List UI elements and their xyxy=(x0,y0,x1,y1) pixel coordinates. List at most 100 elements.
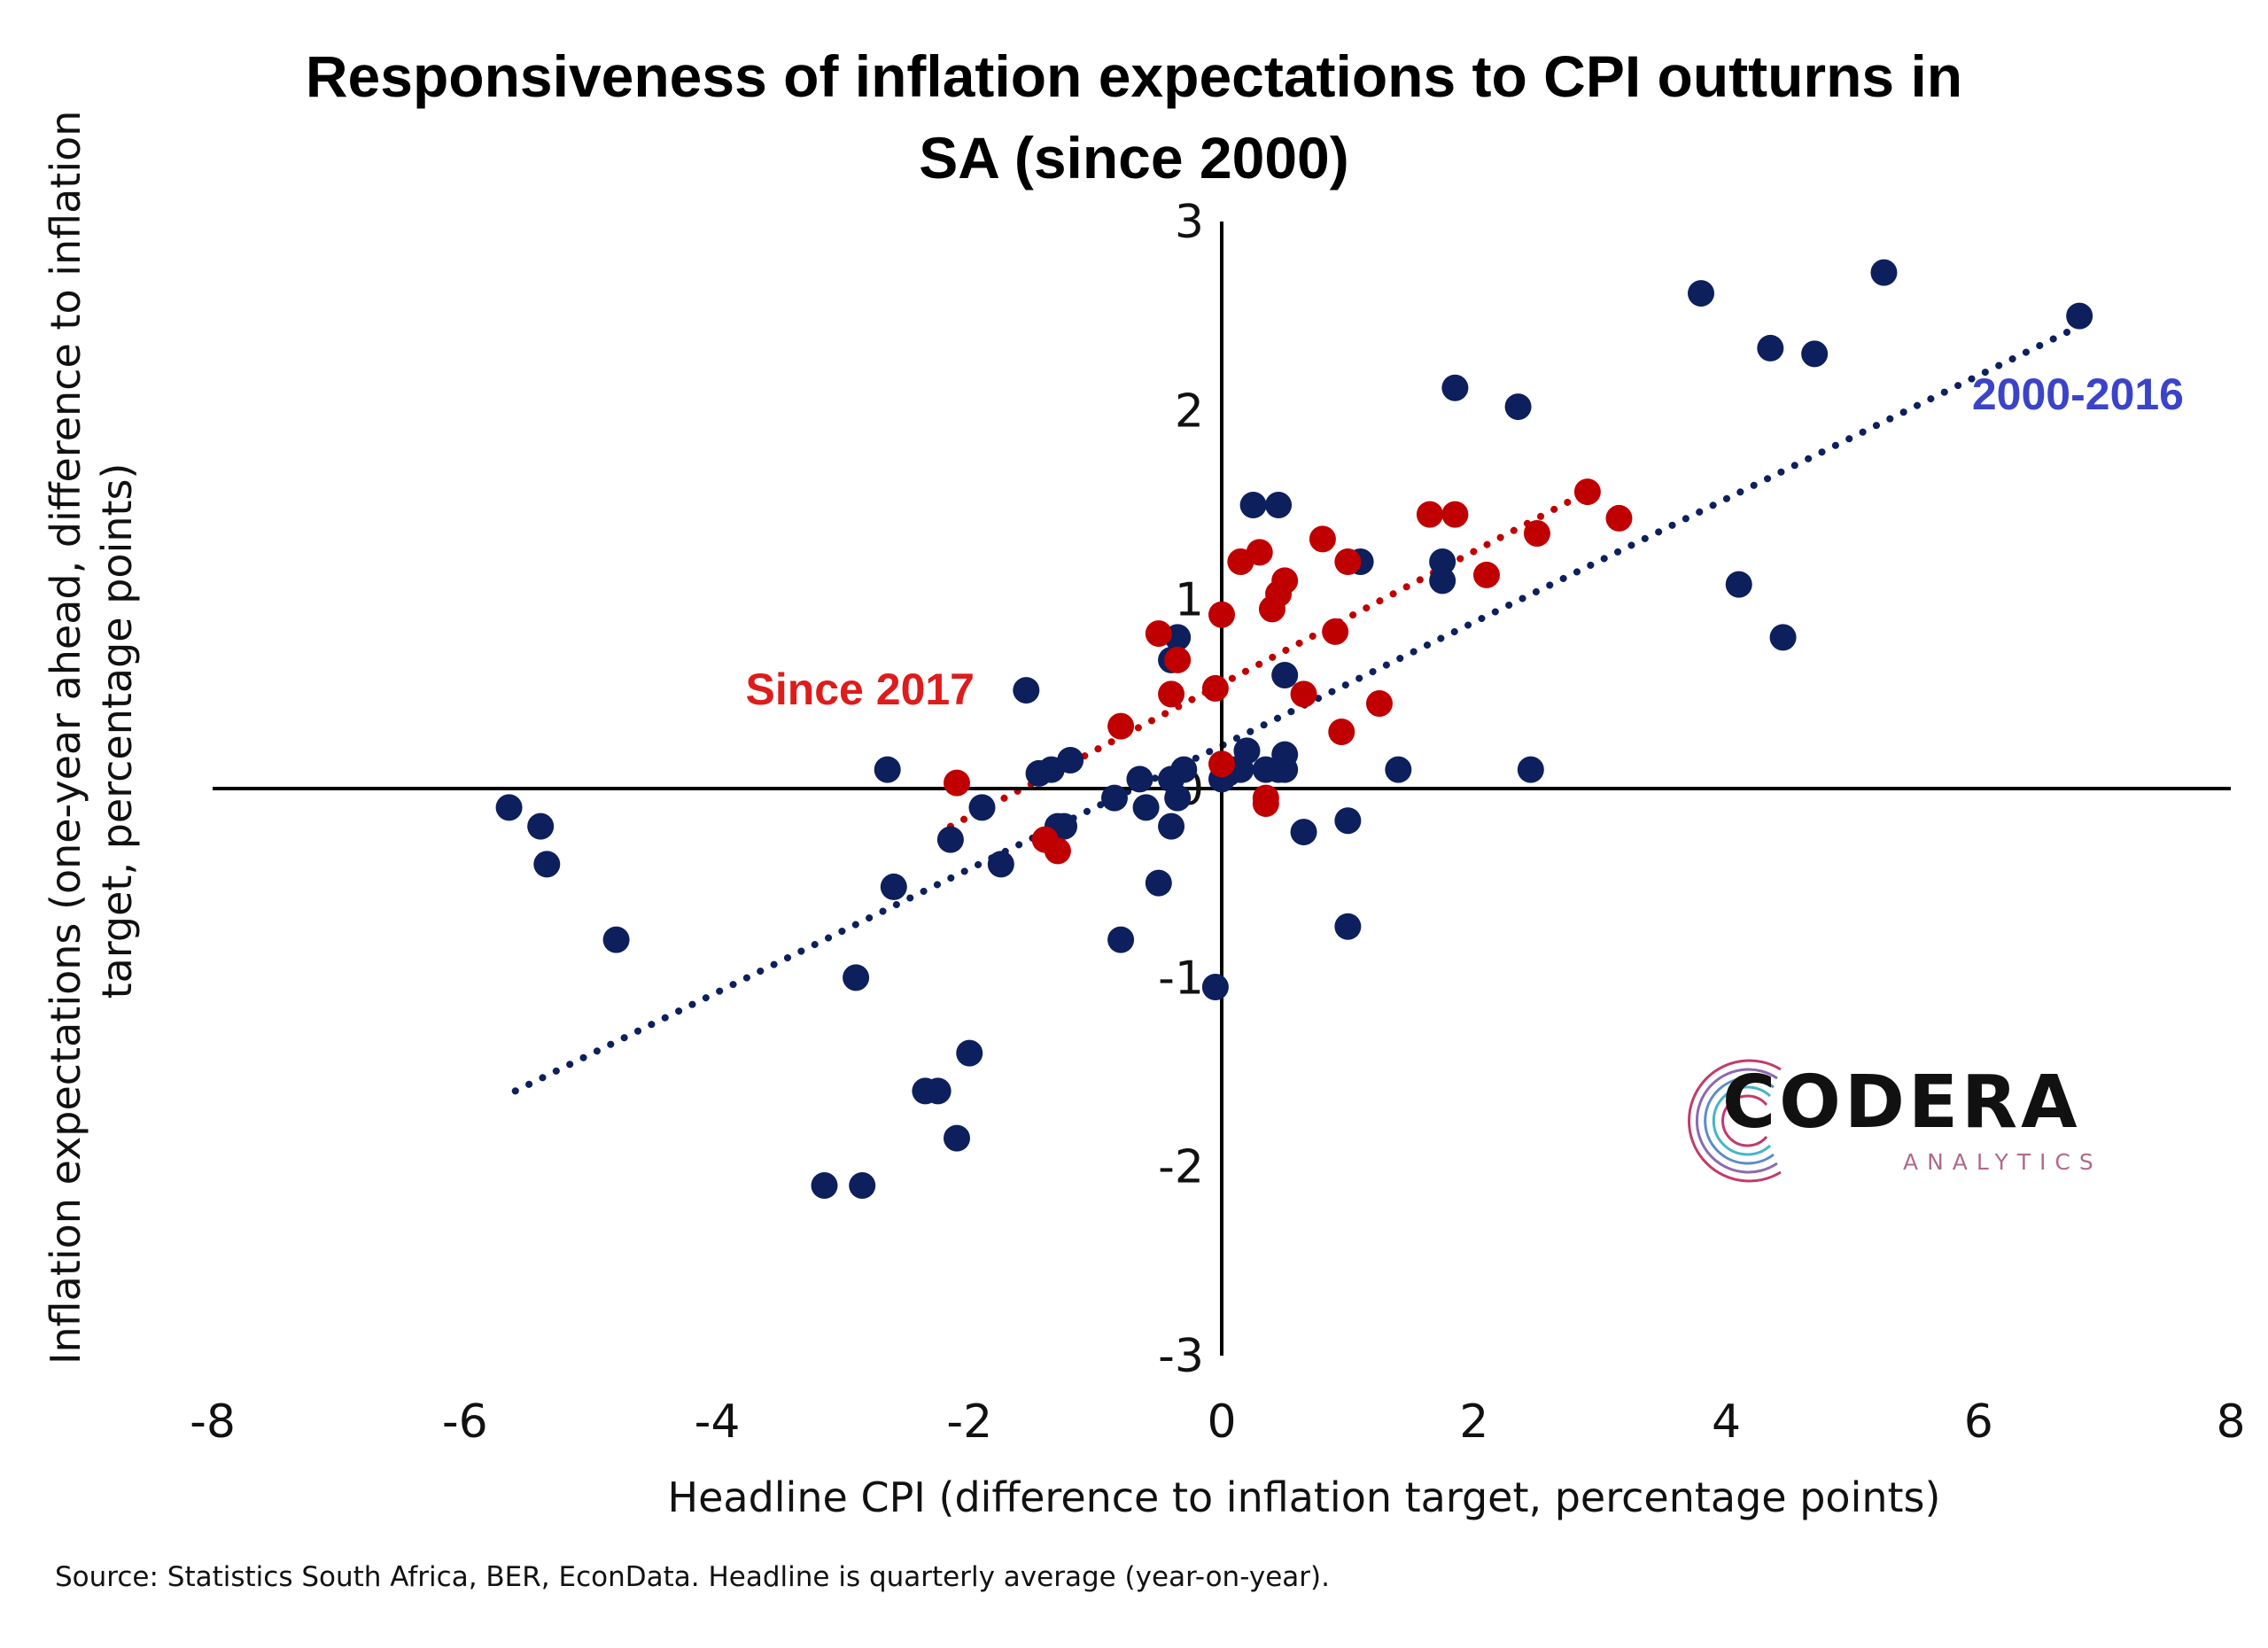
codera-arc-logo-icon xyxy=(1688,1059,1782,1183)
data-point xyxy=(956,1039,983,1067)
data-point xyxy=(1290,819,1317,846)
data-point xyxy=(1416,501,1443,528)
data-point xyxy=(849,1172,876,1199)
data-point xyxy=(1170,756,1198,783)
x-tick-label: 6 xyxy=(1964,1395,1993,1449)
data-point xyxy=(1145,869,1172,897)
y-tick-label: -3 xyxy=(1158,1330,1204,1383)
data-point xyxy=(1688,280,1715,307)
data-point xyxy=(1334,913,1362,940)
data-point xyxy=(1365,690,1393,717)
logo-subtitle: ANALYTICS xyxy=(1903,1149,2102,1175)
data-point xyxy=(1208,601,1235,628)
y-tick-label: 1 xyxy=(1175,574,1204,627)
data-point xyxy=(944,769,971,797)
data-point xyxy=(944,1124,971,1152)
data-point xyxy=(1201,974,1229,1000)
data-point xyxy=(1309,525,1336,553)
data-point xyxy=(1271,567,1299,595)
data-point xyxy=(1208,750,1235,778)
x-tick-label: -8 xyxy=(190,1395,236,1449)
series-label: Since 2017 xyxy=(745,665,975,714)
x-tick-label: -6 xyxy=(442,1395,488,1449)
data-point xyxy=(924,1077,951,1105)
series-label: 2000-2016 xyxy=(1972,369,2184,419)
data-point xyxy=(527,812,555,840)
data-point xyxy=(811,1172,838,1199)
data-point xyxy=(1523,520,1550,547)
data-point xyxy=(968,794,996,821)
data-point xyxy=(1201,674,1229,702)
data-point xyxy=(602,926,630,953)
data-point xyxy=(1334,807,1362,835)
data-point xyxy=(843,964,870,991)
data-point xyxy=(1441,374,1469,401)
y-tick-label: 3 xyxy=(1175,196,1204,249)
y-axis-title-line-2: target, percentage points) xyxy=(93,463,141,999)
data-point xyxy=(1057,747,1084,773)
data-point xyxy=(1265,492,1293,518)
data-point xyxy=(1107,926,1135,953)
y-axis-title: Inflation expectations (one-year ahead, … xyxy=(42,97,141,1364)
data-point xyxy=(1801,340,1829,368)
data-points xyxy=(495,259,2093,1199)
data-point xyxy=(1429,548,1456,575)
data-point xyxy=(1246,539,1273,566)
data-point xyxy=(880,873,907,900)
data-point xyxy=(1107,712,1135,740)
data-point xyxy=(1725,571,1752,598)
data-point xyxy=(1145,620,1172,648)
data-point xyxy=(1334,548,1362,575)
data-point xyxy=(2066,302,2093,330)
x-tick-label: -4 xyxy=(695,1395,741,1449)
trendline-2000-2016 xyxy=(511,325,2078,1095)
data-point xyxy=(1870,259,1898,286)
x-tick-label: 0 xyxy=(1207,1395,1236,1449)
data-point xyxy=(1164,646,1192,673)
data-point xyxy=(1517,756,1544,783)
chart-title-line-2: SA (since 2000) xyxy=(919,125,1349,190)
y-tick-label: -1 xyxy=(1158,952,1204,1005)
data-point xyxy=(1044,837,1071,865)
data-point xyxy=(1239,492,1267,518)
data-point xyxy=(1605,504,1633,532)
data-point xyxy=(1013,677,1040,704)
x-tick-labels: -8 -6 -4 -2 0 2 4 6 8 xyxy=(190,1395,2245,1449)
data-point xyxy=(1328,719,1355,745)
data-point xyxy=(1271,756,1299,783)
x-tick-label: 2 xyxy=(1459,1395,1488,1449)
data-point xyxy=(1158,812,1185,840)
x-axis-title: Headline CPI (difference to inflation ta… xyxy=(668,1473,1941,1521)
data-point xyxy=(1385,756,1412,783)
x-tick-label: 4 xyxy=(1712,1395,1741,1449)
codera-logo: CODERA ANALYTICS xyxy=(1683,1050,2109,1192)
chart-title-line-1: Responsiveness of inflation expectations… xyxy=(305,43,1963,109)
data-point xyxy=(1126,766,1153,793)
data-point xyxy=(1100,784,1128,812)
data-point xyxy=(1252,790,1279,818)
data-point xyxy=(1504,393,1532,421)
data-point xyxy=(1322,618,1349,645)
data-point xyxy=(1271,662,1299,688)
data-point xyxy=(1769,624,1797,651)
data-point xyxy=(1290,680,1317,708)
x-tick-label: -2 xyxy=(946,1395,992,1449)
data-point xyxy=(1233,737,1261,765)
data-point xyxy=(1429,567,1456,595)
logo-wordmark: CODERA xyxy=(1722,1061,2081,1145)
data-point xyxy=(1757,334,1784,361)
y-tick-label: 2 xyxy=(1175,385,1204,438)
data-point xyxy=(1132,794,1160,821)
data-point xyxy=(874,756,901,783)
chart-title: Responsiveness of inflation expectations… xyxy=(0,35,2268,198)
data-point xyxy=(1573,478,1601,506)
data-point xyxy=(495,794,523,821)
data-point xyxy=(1441,501,1469,528)
series-labels: 2000-2016 Since 2017 xyxy=(745,369,2184,714)
y-axis-title-line-1: Inflation expectations (one-year ahead, … xyxy=(42,111,89,1364)
data-point xyxy=(1164,784,1192,812)
data-point xyxy=(533,851,561,878)
data-point xyxy=(987,851,1014,878)
